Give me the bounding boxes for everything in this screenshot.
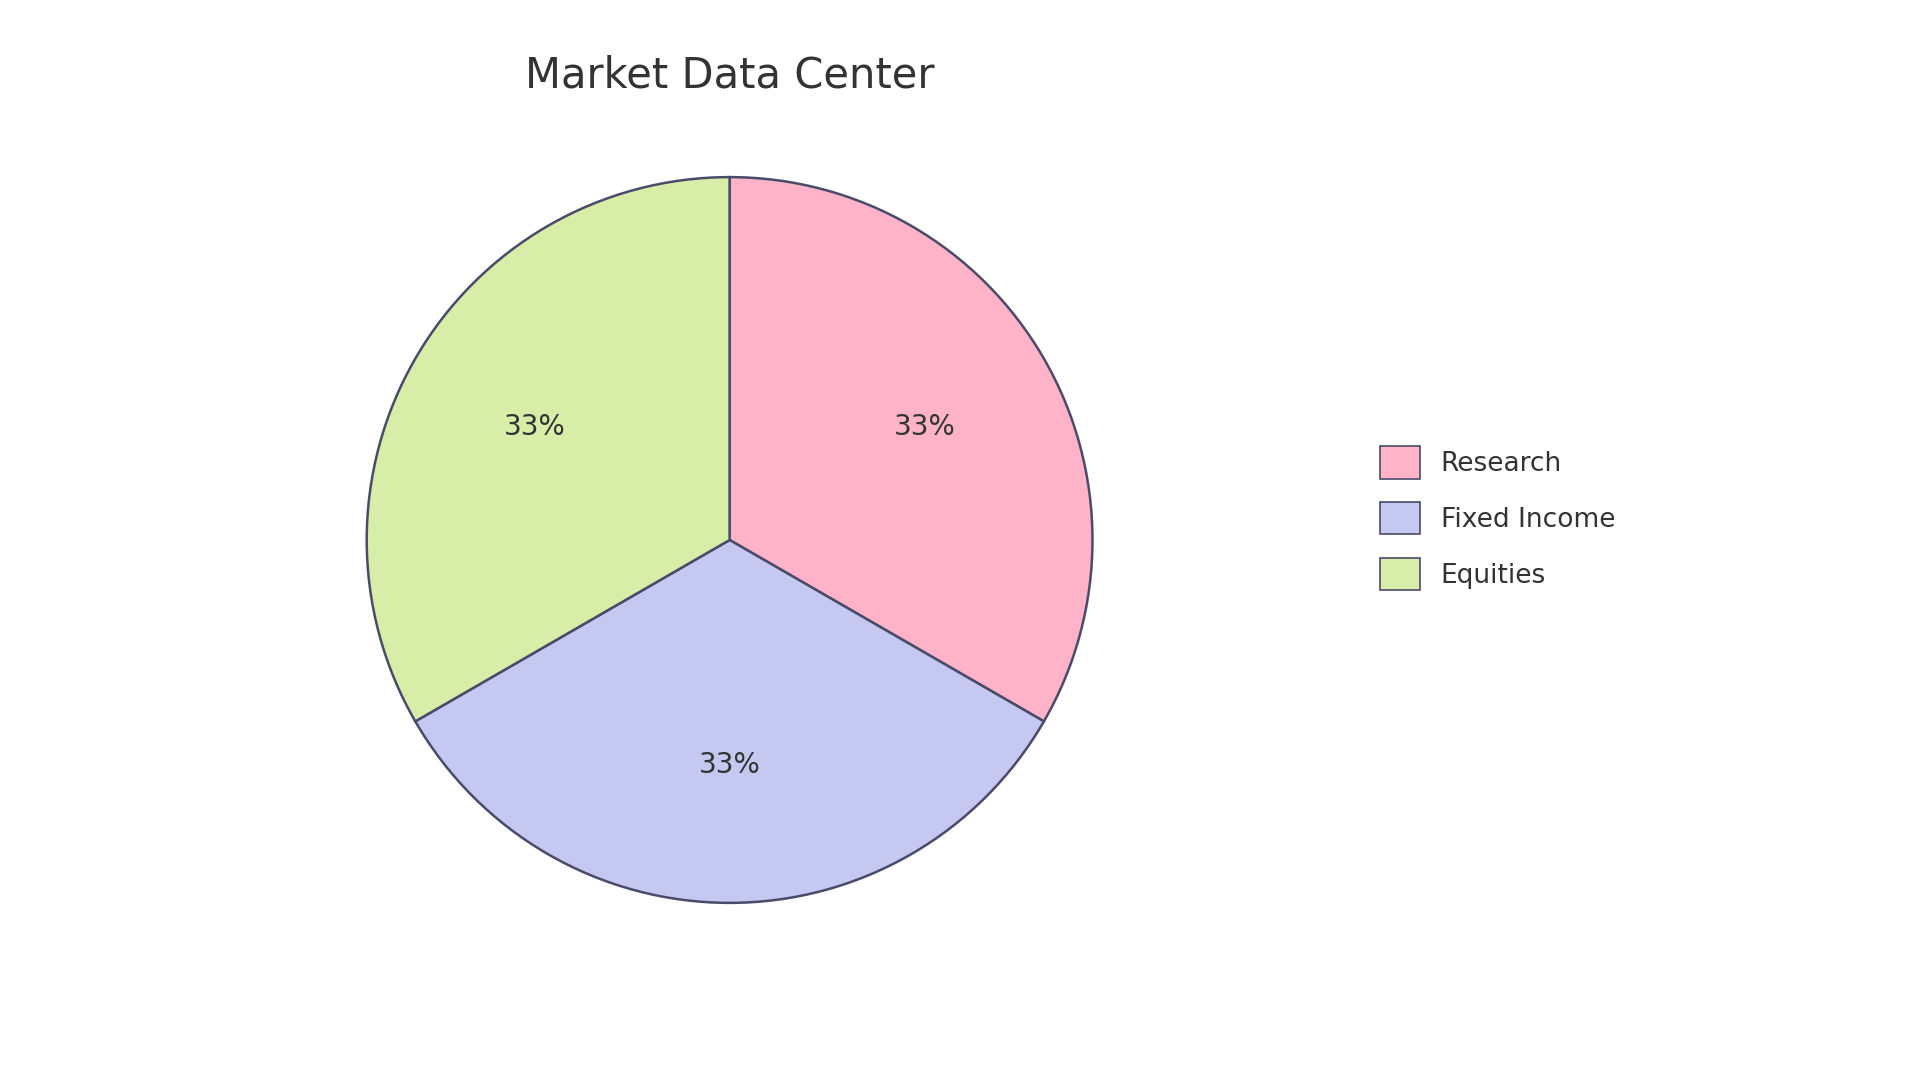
Text: 33%: 33% <box>699 751 760 779</box>
Wedge shape <box>415 540 1044 903</box>
Text: Market Data Center: Market Data Center <box>524 55 935 96</box>
Wedge shape <box>730 177 1092 721</box>
Text: 33%: 33% <box>893 414 956 442</box>
Wedge shape <box>367 177 730 721</box>
Legend: Research, Fixed Income, Equities: Research, Fixed Income, Equities <box>1359 426 1636 611</box>
Text: 33%: 33% <box>503 414 566 442</box>
